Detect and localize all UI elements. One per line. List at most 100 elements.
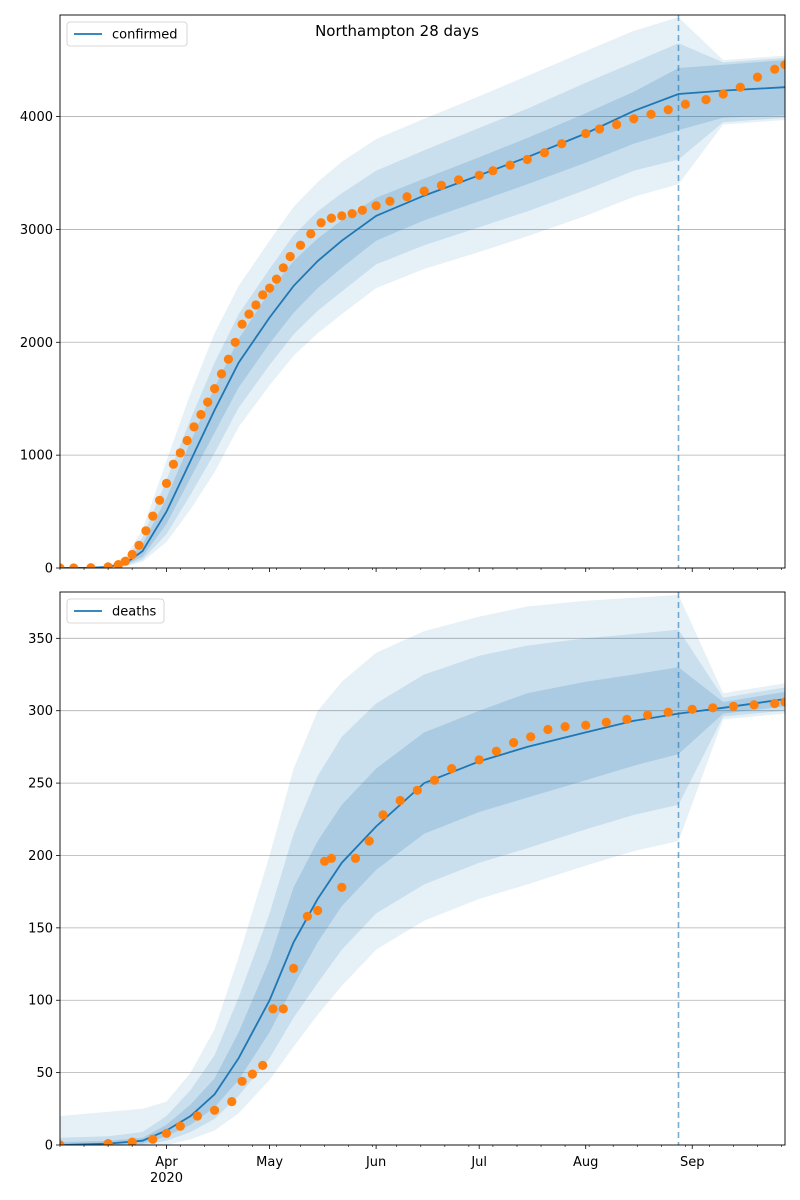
observed-point <box>316 218 326 228</box>
y-tick-label: 0 <box>45 1139 53 1154</box>
observed-point <box>230 337 240 347</box>
inner-band <box>60 667 785 1145</box>
observed-point <box>701 95 711 105</box>
year-label: 2020 <box>150 1171 183 1186</box>
observed-point <box>780 697 785 707</box>
observed-point <box>247 1069 257 1079</box>
y-tick-label: 350 <box>28 632 53 647</box>
plot-area <box>60 592 785 1145</box>
plot-area <box>60 15 785 568</box>
observed-point <box>357 205 367 215</box>
observed-point <box>557 139 567 149</box>
observed-point <box>474 755 484 765</box>
observed-point <box>385 196 395 206</box>
observed-point <box>141 526 151 536</box>
observed-point <box>148 1134 158 1144</box>
observed-point <box>103 1139 113 1145</box>
observed-point <box>161 1128 172 1138</box>
legend-label: confirmed <box>112 28 178 43</box>
observed-point <box>402 192 412 202</box>
observed-point <box>285 251 295 262</box>
observed-point <box>271 274 282 284</box>
observed-point <box>337 211 347 221</box>
observed-point <box>347 209 357 219</box>
observed-point <box>306 229 316 239</box>
observed-point <box>505 160 515 170</box>
observed-point <box>508 738 519 748</box>
observed-point <box>718 89 728 99</box>
observed-point <box>526 732 536 742</box>
observed-point <box>708 703 718 713</box>
observed-point <box>581 720 591 730</box>
y-tick-label: 0 <box>45 562 53 577</box>
y-tick-label: 50 <box>36 1066 53 1081</box>
observed-point <box>429 775 440 785</box>
x-tick-label: Aug <box>573 1155 598 1170</box>
observed-point <box>419 186 429 196</box>
observed-point <box>543 724 553 735</box>
observed-point <box>612 119 622 130</box>
observed-point <box>60 1140 65 1145</box>
y-tick-label: 100 <box>28 994 53 1009</box>
x-tick-label: Sep <box>680 1155 705 1170</box>
observed-point <box>412 785 422 795</box>
observed-point <box>237 319 247 329</box>
observed-point <box>364 836 374 846</box>
observed-point <box>326 213 336 223</box>
x-tick-label: Apr <box>155 1155 178 1170</box>
middle-band <box>60 629 785 1145</box>
y-tick-label: 200 <box>28 849 53 864</box>
y-tick-label: 300 <box>28 704 53 719</box>
legend: confirmed <box>66 21 188 47</box>
observed-point <box>371 201 381 211</box>
observed-point <box>594 124 605 134</box>
observed-point <box>60 563 65 568</box>
observed-point <box>175 1121 185 1131</box>
observed-point <box>780 60 785 70</box>
observed-point <box>581 128 591 139</box>
observed-point <box>395 795 405 806</box>
observed-point <box>127 549 137 560</box>
observed-point <box>223 354 233 364</box>
legend: deaths <box>66 598 165 624</box>
confirmed-panel: 0 1000 2000 3000 4000 Northampton 28 days conf… <box>20 14 786 577</box>
y-tick-label: 2000 <box>20 336 53 351</box>
observed-point <box>337 882 347 892</box>
observed-point <box>203 397 213 407</box>
observed-point <box>680 99 691 109</box>
observed-point <box>86 563 96 568</box>
y-tick-label: 4000 <box>20 110 53 125</box>
y-tick-label: 1000 <box>20 449 53 464</box>
observed-point <box>601 717 611 727</box>
observed-point <box>237 1076 247 1086</box>
observed-point <box>770 64 780 74</box>
observed-point <box>663 707 673 717</box>
observed-point <box>148 511 158 521</box>
y-tick-label: 3000 <box>20 223 53 238</box>
observed-point <box>295 240 306 250</box>
observed-point <box>113 560 123 568</box>
inner-band <box>60 60 785 568</box>
observed-point <box>522 154 532 165</box>
observed-point <box>629 114 639 124</box>
observed-point <box>289 963 299 974</box>
observed-point <box>770 698 780 709</box>
middle-band <box>60 43 785 568</box>
observed-point <box>313 905 323 916</box>
deaths-panel: 0 50 100 150 200 250 300 350 Apr May Jun Jul Aug Sep 2… <box>28 591 786 1186</box>
observed-point <box>302 911 312 921</box>
observed-point <box>474 170 484 180</box>
observed-point <box>350 853 361 864</box>
observed-point <box>258 290 268 300</box>
observed-point <box>244 309 254 319</box>
observed-point <box>454 175 464 185</box>
observed-point <box>378 810 388 820</box>
chart-title: Northampton 28 days <box>315 22 479 40</box>
observed-point <box>251 300 261 310</box>
observed-point <box>127 1137 137 1145</box>
observed-point <box>155 495 165 505</box>
outer-band <box>60 17 785 568</box>
observed-point <box>326 853 336 864</box>
observed-point <box>189 422 199 432</box>
